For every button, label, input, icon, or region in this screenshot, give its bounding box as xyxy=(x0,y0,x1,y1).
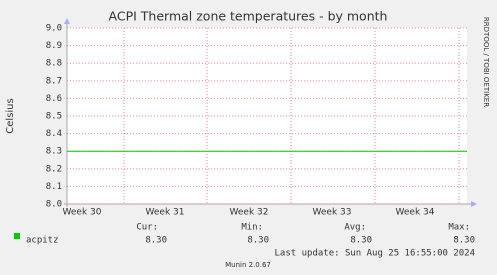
y-tick-label: 8.0 xyxy=(46,200,62,210)
y-tick-label: 8.9 xyxy=(46,41,62,51)
y-tick-label: 8.6 xyxy=(46,94,62,104)
legend-header: Max: xyxy=(448,223,470,233)
legend-header: Min: xyxy=(241,223,263,233)
legend-value: 8.30 xyxy=(350,236,372,246)
legend-value: 8.30 xyxy=(453,236,475,246)
y-tick-label: 9.0 xyxy=(46,24,62,34)
legend-value: 8.30 xyxy=(247,236,269,246)
x-tick-label: Week 32 xyxy=(230,208,269,218)
x-tick-label: Week 31 xyxy=(146,208,185,218)
legend-label: acpitz xyxy=(26,236,59,246)
legend-header: Cur: xyxy=(136,223,158,233)
legend-header: Avg: xyxy=(344,223,366,233)
last-update: Last update: Sun Aug 25 16:55:00 2024 xyxy=(275,249,475,259)
arrow xyxy=(471,201,477,207)
y-tick-label: 8.4 xyxy=(46,129,62,139)
legend-value: 8.30 xyxy=(145,236,167,246)
y-axis-label: Celsius xyxy=(5,98,16,133)
y-tick-label: 8.7 xyxy=(46,76,62,86)
x-tick-label: Week 34 xyxy=(396,208,435,218)
arrow xyxy=(64,18,70,24)
footer: Munin 2.0.67 xyxy=(225,261,271,269)
legend-swatch xyxy=(14,233,20,239)
y-tick-label: 8.1 xyxy=(46,182,62,192)
x-tick-label: Week 33 xyxy=(313,208,352,218)
y-tick-label: 8.8 xyxy=(46,59,62,69)
chart-title: ACPI Thermal zone temperatures - by mont… xyxy=(109,9,388,24)
watermark: RRDTOOL / TOBI OETIKER xyxy=(482,17,490,107)
y-tick-label: 8.3 xyxy=(46,147,62,157)
y-tick-label: 8.5 xyxy=(46,112,62,122)
x-tick-label: Week 30 xyxy=(63,208,102,218)
y-tick-label: 8.2 xyxy=(46,164,62,174)
